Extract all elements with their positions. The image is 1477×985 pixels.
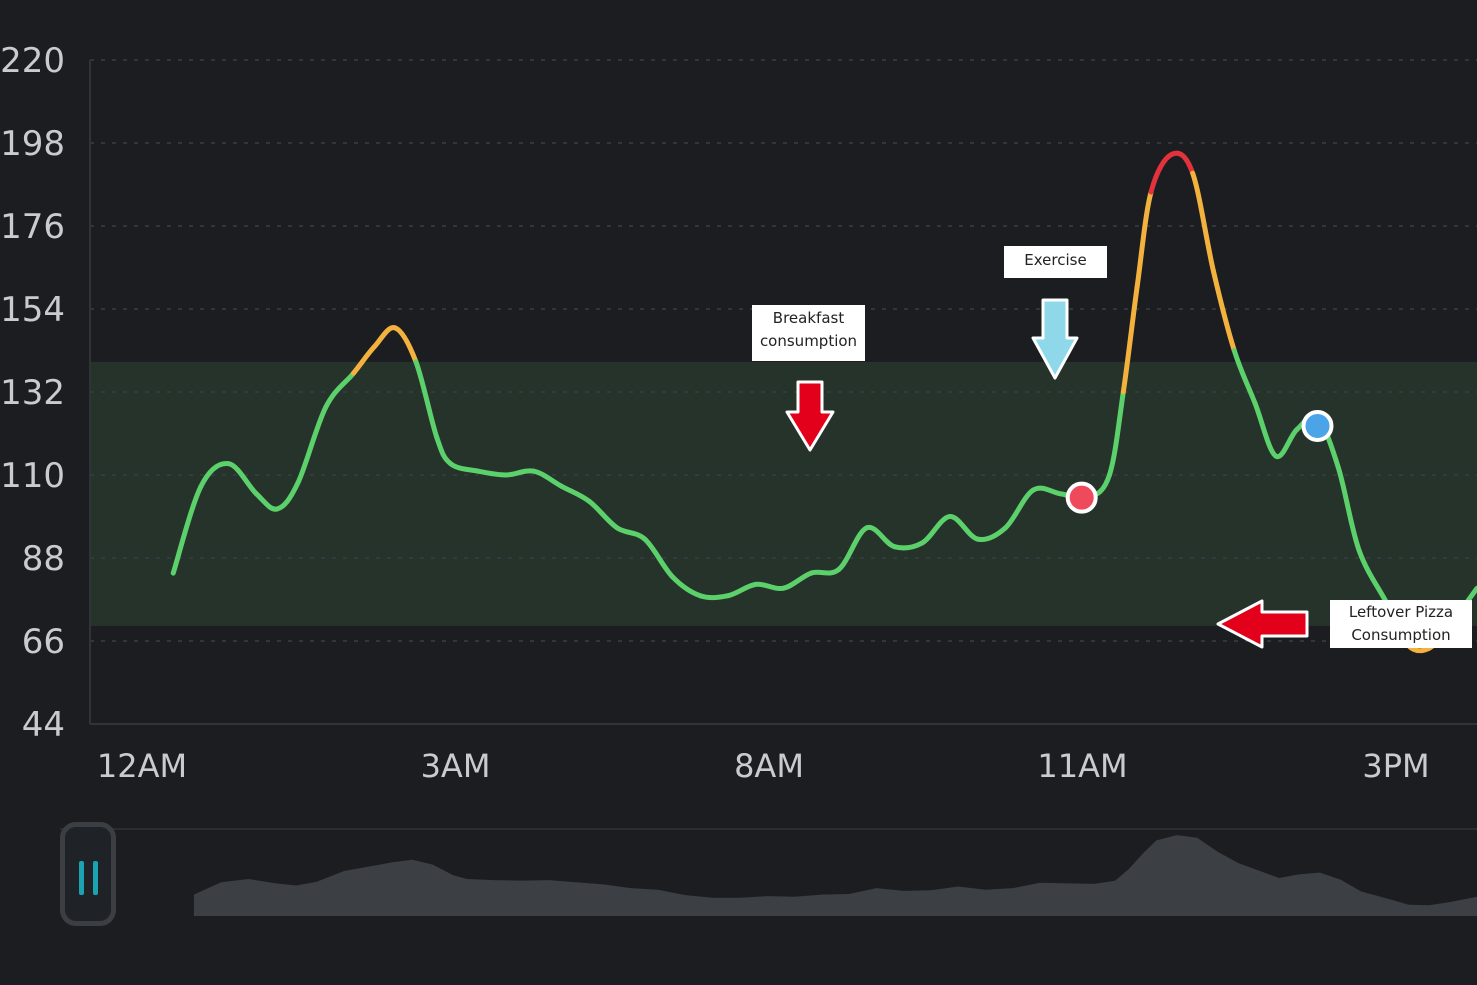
line-segment-high	[1169, 150, 1196, 176]
line-segment-in-range	[1231, 348, 1258, 406]
breakfast-annotation-line-2: consumption	[759, 332, 858, 350]
line-segment-in-range	[586, 498, 620, 531]
exercise-annotation-label: Exercise	[1004, 246, 1107, 278]
x-tick-label: 3AM	[421, 747, 491, 785]
line-segment-in-range	[274, 480, 301, 512]
line-segment-in-range	[1335, 464, 1362, 553]
line-segment-in-range	[323, 370, 357, 410]
line-segment-in-range	[642, 536, 676, 580]
line-segment-in-range	[226, 461, 259, 497]
line-segment-out-of-range	[351, 344, 377, 376]
x-tick-label: 12AM	[97, 747, 187, 785]
line-segment-out-of-range	[371, 325, 398, 350]
y-tick-label: 176	[0, 207, 65, 247]
line-segment-in-range	[808, 566, 842, 576]
pizza-annotation-line-1: Leftover Pizza	[1348, 603, 1454, 621]
y-tick-label: 198	[0, 124, 65, 164]
target-range-band	[90, 361, 1477, 626]
breakfast-annotation-line-1: Breakfast	[772, 309, 845, 327]
x-tick-label: 11AM	[1037, 747, 1127, 785]
line-segment-in-range	[947, 514, 981, 542]
y-tick-label: 132	[0, 373, 65, 413]
line-segment-in-range	[614, 525, 648, 542]
line-segment-in-range	[413, 359, 440, 440]
line-segment-in-range	[295, 404, 329, 486]
breakfast-marker	[1065, 481, 1098, 514]
scrubber-handle[interactable]	[60, 822, 116, 926]
line-segment-in-range	[1356, 547, 1390, 606]
line-segment-in-range	[781, 570, 814, 591]
pizza-annotation-label: Leftover Pizza Consumption	[1330, 600, 1472, 648]
line-segment-in-range	[975, 525, 1008, 543]
exercise-marker	[1301, 409, 1334, 442]
line-segment-in-range	[559, 483, 592, 504]
timeline-scrubber[interactable]	[60, 820, 1477, 930]
breakfast-arrow-icon	[785, 380, 835, 452]
x-tick-label: 3PM	[1362, 747, 1429, 785]
line-segment-out-of-range	[1190, 170, 1216, 274]
line-segment-in-range	[1106, 389, 1126, 478]
y-tick-label: 66	[22, 622, 65, 662]
line-segment-in-range	[864, 524, 897, 550]
line-segment-high	[1148, 151, 1175, 195]
line-segment-in-range	[1002, 487, 1036, 531]
pizza-arrow-icon	[1216, 599, 1309, 649]
handle-grip-bar-left	[79, 861, 84, 895]
line-segment-in-range	[170, 483, 204, 576]
pizza-annotation-line-2: Consumption	[1351, 626, 1451, 644]
x-tick-label: 8AM	[734, 747, 804, 785]
exercise-annotation-line-1: Exercise	[1024, 251, 1087, 269]
y-tick-label: 154	[0, 290, 65, 330]
line-segment-in-range	[891, 540, 925, 551]
line-segment-in-range	[697, 593, 731, 601]
exercise-arrow-icon	[1031, 298, 1079, 380]
line-segment-out-of-range	[1134, 189, 1154, 289]
line-segment-in-range	[531, 468, 565, 489]
y-tick-label: 110	[0, 456, 65, 496]
y-tick-label: 88	[22, 539, 65, 579]
line-segment-in-range	[836, 525, 870, 572]
handle-grip-bar-right	[93, 861, 98, 895]
y-tick-label: 220	[0, 41, 65, 81]
overview-sparkline	[193, 835, 1477, 916]
line-segment-in-range	[1273, 427, 1300, 460]
line-segment-out-of-range	[1120, 283, 1140, 395]
y-tick-label: 44	[22, 705, 65, 745]
breakfast-annotation-label: Breakfast consumption	[752, 305, 865, 361]
line-segment-out-of-range	[1210, 268, 1237, 353]
line-segment-in-range	[1252, 400, 1279, 459]
line-segment-out-of-range	[392, 325, 419, 365]
